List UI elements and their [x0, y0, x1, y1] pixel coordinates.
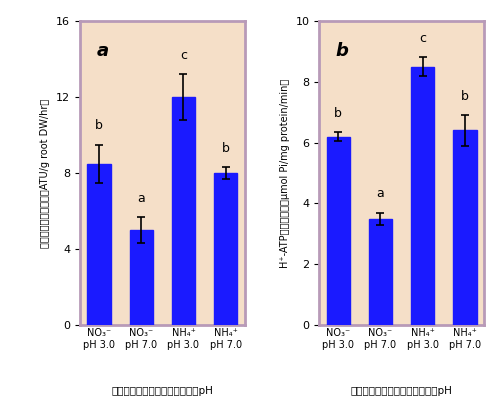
Text: b: b [222, 142, 230, 155]
Bar [411, 67, 434, 325]
Text: b: b [335, 42, 348, 60]
Text: b: b [334, 107, 342, 120]
Bar [214, 173, 238, 325]
Y-axis label: H⁺-ATPアーゼ活性（μmol Pi/mg protein/min）: H⁺-ATPアーゼ活性（μmol Pi/mg protein/min） [280, 78, 290, 268]
Bar [172, 97, 195, 325]
Text: a: a [137, 192, 145, 205]
Bar [369, 219, 392, 325]
Bar [87, 163, 111, 325]
Text: c: c [419, 32, 426, 45]
Text: a: a [377, 188, 384, 201]
Text: a: a [96, 42, 108, 60]
Bar [130, 230, 153, 325]
Text: 根分泌物採取溶液中の窒素源とpH: 根分泌物採取溶液中の窒素源とpH [351, 386, 453, 396]
Bar [326, 136, 350, 325]
Text: b: b [95, 119, 103, 132]
Text: c: c [180, 49, 187, 62]
Text: 根分泌物採取溶液中の窒素源とpH: 根分泌物採取溶液中の窒素源とpH [111, 386, 213, 396]
Bar [453, 131, 477, 325]
Y-axis label: 生物的硬化抑制活性（ATU/g root DW/hr）: 生物的硬化抑制活性（ATU/g root DW/hr） [40, 98, 50, 248]
Text: b: b [461, 90, 469, 103]
